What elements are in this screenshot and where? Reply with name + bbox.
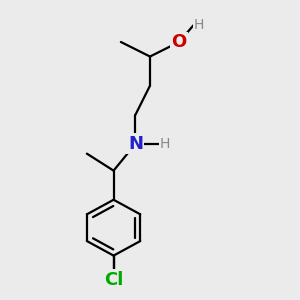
Text: H: H bbox=[194, 18, 204, 32]
Text: O: O bbox=[172, 33, 187, 51]
Text: N: N bbox=[128, 135, 143, 153]
Text: H: H bbox=[160, 137, 170, 151]
Text: Cl: Cl bbox=[104, 271, 123, 289]
